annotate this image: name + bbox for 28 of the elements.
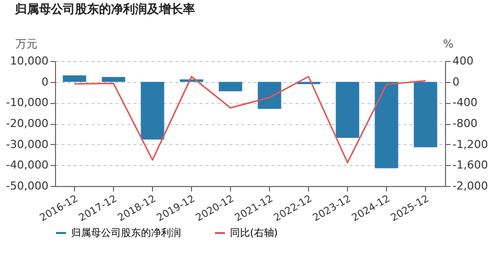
y-tick-label: -30,000 <box>6 138 48 151</box>
bar <box>218 82 242 92</box>
bar <box>414 82 438 148</box>
y2-axis-title: % <box>443 38 454 50</box>
chart-title: 归属母公司股东的净利润及增长率 <box>14 2 195 16</box>
y2-tick-label: 0 <box>452 75 460 88</box>
y-tick-label: 10,000 <box>10 54 48 68</box>
y2-tick-label: -400 <box>452 96 478 110</box>
y-axis-title: 万元 <box>16 38 38 50</box>
y2-tick-label: -2,000 <box>452 180 488 192</box>
y-tick-label: -40,000 <box>6 158 48 172</box>
legend-label: 归属母公司股东的净利润 <box>71 227 181 239</box>
bar <box>336 82 360 138</box>
y-tick-label: -10,000 <box>6 96 48 110</box>
y-tick-label: -50,000 <box>6 180 48 192</box>
y2-tick-label: 400 <box>452 54 474 68</box>
legend-label: 同比(右轴) <box>230 227 278 239</box>
bar <box>374 82 398 168</box>
y-tick-label: -20,000 <box>6 117 48 130</box>
line-series <box>74 76 426 164</box>
bar <box>140 82 164 140</box>
y-tick-label: 0 <box>42 75 48 88</box>
bar <box>102 77 126 82</box>
y2-tick-label: -1,200 <box>452 138 488 151</box>
bar <box>258 82 282 109</box>
y2-tick-label: -1,600 <box>452 158 488 172</box>
y2-tick-label: -800 <box>452 117 478 130</box>
bar <box>62 75 86 82</box>
